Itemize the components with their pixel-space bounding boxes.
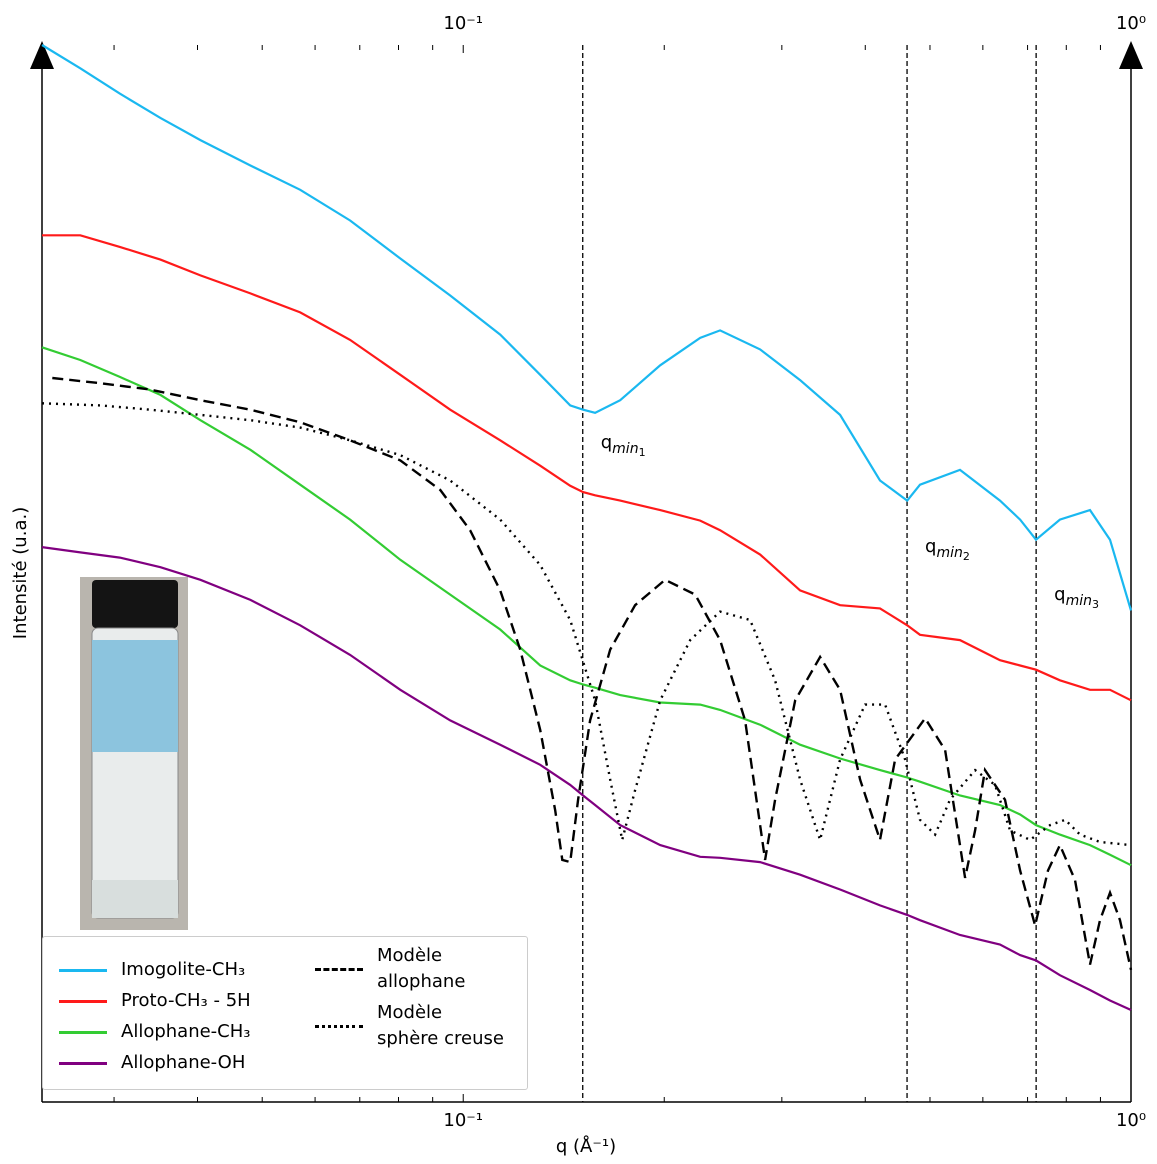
legend-swatch — [315, 1024, 363, 1028]
series-line — [41, 44, 1133, 611]
legend-label: Allophane-OH — [121, 1052, 246, 1073]
legend-label: Imogolite-CH₃ — [121, 959, 246, 980]
y-axis-label: Intensité (u.a.) — [10, 507, 31, 639]
series-line — [41, 546, 1132, 1012]
legend-entry: Proto-CH₃ - 5H — [59, 988, 251, 1014]
q-min-sub: min — [1066, 593, 1092, 609]
legend-swatch — [59, 999, 107, 1003]
q-min-label: qmin2 — [925, 536, 970, 563]
legend-label: Proto-CH₃ - 5H — [121, 990, 251, 1011]
axis-arrow — [30, 41, 54, 69]
q-min-label: qmin1 — [601, 432, 646, 459]
q-min-base: q — [1054, 584, 1065, 605]
q-min-index: 1 — [639, 446, 646, 459]
q-min-index: 2 — [963, 550, 970, 563]
series-line — [42, 234, 1132, 702]
legend-entry: Modèle sphère creuse — [315, 1000, 504, 1052]
x-tick-label-top: 10⁰ — [1116, 13, 1146, 34]
q-min-sub: min — [612, 441, 638, 457]
legend-entry: Allophane-CH₃ — [59, 1019, 251, 1045]
q-min-label: qmin3 — [1054, 584, 1099, 611]
series-line — [41, 346, 1132, 867]
legend-label: Allophane-CH₃ — [121, 1021, 251, 1042]
series-line — [52, 376, 1133, 971]
q-min-sub: min — [936, 545, 962, 561]
legend-swatch — [59, 968, 107, 972]
x-tick-label: 10⁻¹ — [443, 1110, 483, 1131]
legend-entry: Modèle allophane — [315, 943, 465, 995]
legend-label: Modèle sphère creuse — [377, 1002, 504, 1049]
q-min-index: 3 — [1092, 598, 1099, 611]
axis-arrow — [1119, 41, 1143, 69]
legend-entry: Allophane-OH — [59, 1050, 245, 1076]
x-axis-label: q (Å⁻¹) — [556, 1135, 616, 1157]
q-min-base: q — [925, 536, 936, 557]
legend-swatch — [59, 1030, 107, 1034]
series-line — [41, 402, 1132, 847]
x-tick-label: 10⁰ — [1116, 1110, 1146, 1131]
x-tick-label-top: 10⁻¹ — [443, 13, 483, 34]
legend: Imogolite-CH₃ Proto-CH₃ - 5H Allophane-CH₃… — [42, 936, 528, 1090]
legend-swatch — [315, 967, 363, 971]
inset-photo — [80, 577, 188, 930]
q-min-base: q — [601, 432, 612, 453]
legend-label: Modèle allophane — [377, 945, 466, 992]
legend-entry: Imogolite-CH₃ — [59, 957, 245, 983]
legend-swatch — [59, 1061, 107, 1065]
